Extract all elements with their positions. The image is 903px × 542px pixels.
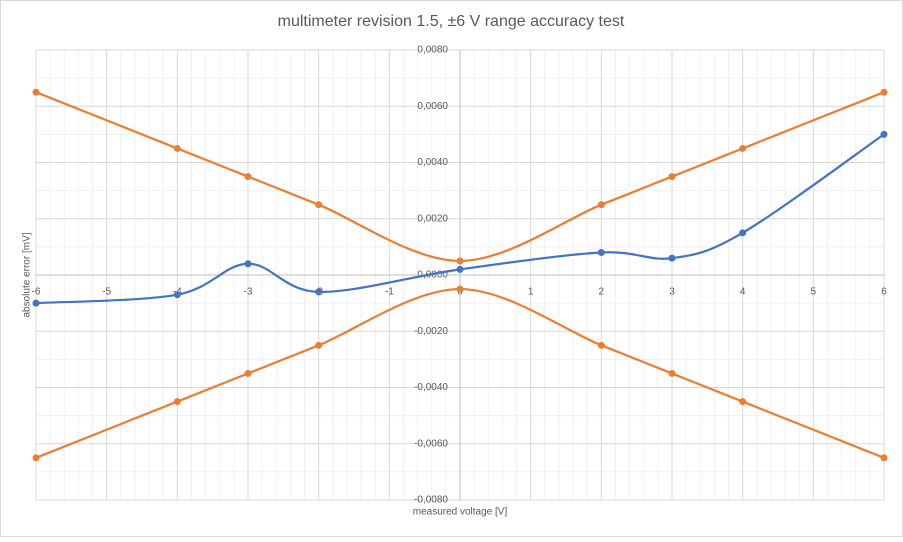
point — [597, 341, 605, 349]
y-tick-label: -0,0040 — [414, 382, 448, 393]
point — [739, 398, 747, 406]
point — [244, 260, 252, 268]
x-tick-label: 1 — [528, 287, 534, 298]
point — [244, 369, 252, 377]
point — [173, 291, 181, 299]
point — [597, 201, 605, 209]
point — [668, 254, 676, 262]
x-tick-label: 6 — [881, 287, 887, 298]
point — [880, 454, 888, 462]
x-tick-label: 2 — [599, 287, 605, 298]
point — [173, 144, 181, 152]
y-tick-label: 0,0040 — [417, 157, 448, 168]
point — [739, 229, 747, 237]
point — [173, 398, 181, 406]
y-tick-label: 0,0080 — [417, 45, 448, 56]
point — [456, 257, 464, 265]
point — [32, 88, 40, 96]
x-tick-label: -1 — [385, 287, 394, 298]
point — [315, 341, 323, 349]
point — [668, 369, 676, 377]
x-axis-title: measured voltage [V] — [413, 507, 508, 518]
x-tick-label: -5 — [102, 287, 111, 298]
point — [315, 288, 323, 296]
y-tick-label: -0,0060 — [414, 438, 448, 449]
x-tick-label: -3 — [244, 287, 253, 298]
point — [456, 285, 464, 293]
x-tick-label: -6 — [32, 287, 41, 298]
x-tick-label: 4 — [740, 287, 746, 298]
point — [880, 88, 888, 96]
point — [668, 173, 676, 181]
point — [597, 249, 605, 256]
chart-title: multimeter revision 1.5, ±6 V range accu… — [278, 13, 625, 30]
point — [880, 130, 888, 138]
y-tick-label: 0,0020 — [417, 213, 448, 224]
y-axis-title: absolute error [mV] — [22, 232, 33, 317]
point — [456, 265, 464, 273]
point — [32, 454, 40, 462]
point — [244, 173, 252, 181]
y-tick-label: -0,0020 — [414, 326, 448, 337]
y-tick-label: -0,0080 — [414, 495, 448, 506]
x-tick-label: 5 — [811, 287, 817, 298]
point — [32, 299, 40, 307]
point — [739, 144, 747, 152]
y-tick-label: 0,0060 — [417, 101, 448, 112]
point — [315, 201, 323, 209]
x-tick-label: 3 — [669, 287, 675, 298]
